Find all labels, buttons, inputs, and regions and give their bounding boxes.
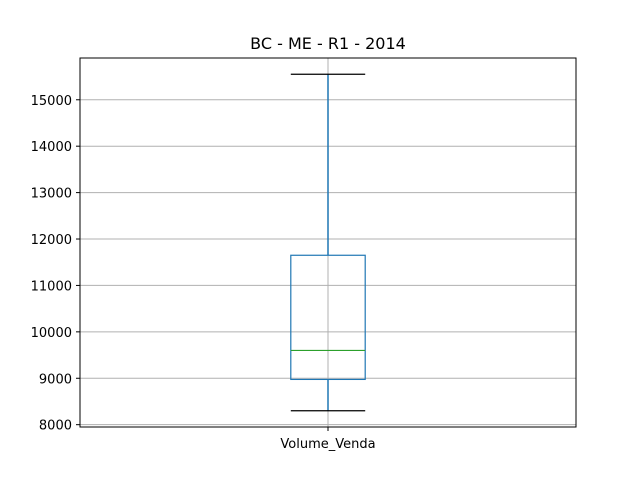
- y-tick-label: 11000: [31, 279, 72, 294]
- y-tick-label: 12000: [31, 233, 72, 248]
- y-tick-label: 9000: [39, 372, 72, 387]
- y-tick-label: 15000: [31, 94, 72, 109]
- interquartile-box: [290, 254, 366, 381]
- chart-title: BC - ME - R1 - 2014: [250, 34, 406, 53]
- y-tick-label: 8000: [39, 419, 72, 434]
- y-tick-label: 14000: [31, 140, 72, 155]
- x-axis: Volume_Venda: [280, 427, 376, 452]
- x-tick-label: Volume_Venda: [280, 437, 375, 452]
- y-tick-label: 10000: [31, 326, 72, 341]
- y-axis: 8000 9000 10000 11000 12000 13000 14000 15000: [31, 94, 80, 434]
- plot-frame: [79, 57, 577, 428]
- y-tick-label: 13000: [31, 187, 72, 202]
- box-series: [290, 73, 366, 412]
